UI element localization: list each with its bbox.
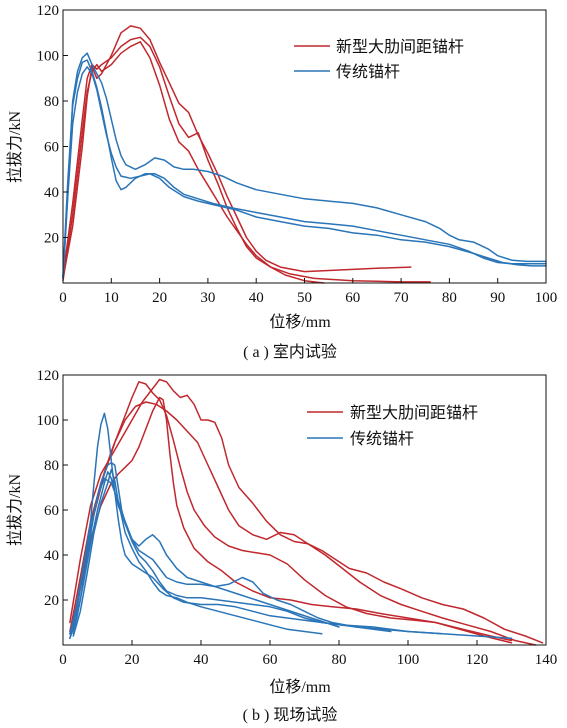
chart-a-ytick-label: 80 [44, 94, 59, 110]
chart-b-legend-label-new: 新型大肋间距锚杆 [350, 404, 478, 422]
chart-a: 0 10 20 30 40 50 60 70 80 90 100 20 40 60 80 100 120 新型大… [6, 3, 557, 361]
chart-b: 0 20 40 60 80 100 120 140 20 40 60 80 100 120 新型大肋间距锚… [6, 368, 557, 724]
chart-b-legend-label-traditional: 传统锚杆 [350, 430, 414, 448]
chart-b-ytick-label: 20 [44, 593, 59, 609]
chart-a-xtick-label: 50 [297, 290, 312, 306]
chart-b-series-new_type-3 [69, 396, 513, 642]
chart-a-xtick-label: 10 [104, 290, 119, 306]
chart-a-series-traditional-4 [62, 59, 547, 277]
chart-b-ytick-label: 100 [37, 413, 60, 429]
chart-b-series-traditional-7 [69, 471, 444, 640]
chart-b-ytick-label: 40 [44, 548, 59, 564]
chart-a-caption: ( a ) 室内试验 [243, 343, 337, 361]
chart-a-xtick-label: 20 [152, 290, 167, 306]
chart-a-xtick-label: 100 [535, 290, 558, 306]
chart-a-xtick-label: 40 [249, 290, 264, 306]
chart-a-xtick-label: 90 [490, 290, 505, 306]
chart-b-ytick-label: 80 [44, 458, 59, 474]
chart-b-legend: 新型大肋间距锚杆 传统锚杆 [307, 404, 478, 448]
chart-a-xtick-label: 60 [345, 290, 360, 306]
chart-a-xlabel: 位移/mm [269, 313, 331, 331]
chart-a-series-traditional-5 [62, 66, 547, 280]
chart-a-legend-label-traditional: 传统锚杆 [336, 63, 400, 81]
chart-a-series-traditional-3 [62, 52, 547, 280]
chart-a-ytick-label: 40 [44, 185, 59, 201]
chart-b-caption: ( b ) 现场试验 [243, 706, 338, 724]
chart-a-xtick-label: 0 [59, 290, 67, 306]
chart-b-xtick-label: 40 [194, 652, 209, 668]
chart-b-xtick-label: 20 [125, 652, 140, 668]
chart-b-xtick-label: 60 [263, 652, 278, 668]
chart-a-series-group [62, 25, 547, 284]
chart-b-series-new_type-1 [69, 378, 544, 644]
chart-b-series-group [69, 378, 544, 646]
chart-b-xtick-label: 80 [332, 652, 347, 668]
chart-a-series-new_type-2 [62, 41, 325, 284]
chart-b-series-traditional-8 [69, 477, 340, 635]
chart-a-xtick-label: 80 [442, 290, 457, 306]
chart-b-xlabel: 位移/mm [269, 678, 331, 696]
chart-a-ticks: 0 10 20 30 40 50 60 70 80 90 100 20 40 60 80 100 120 [37, 3, 558, 306]
chart-a-ylabel: 拉拔力/kN [6, 111, 24, 183]
chart-b-series-new_type-2 [72, 401, 537, 646]
chart-b-xtick-label: 120 [466, 652, 489, 668]
chart-a-xtick-label: 70 [394, 290, 409, 306]
chart-b-ytick-label: 120 [37, 368, 60, 384]
chart-a-ytick-label: 60 [44, 140, 59, 156]
chart-a-legend-label-new: 新型大肋间距锚杆 [336, 38, 464, 56]
chart-b-xtick-label: 140 [535, 652, 558, 668]
chart-b-series-traditional-6 [72, 468, 323, 637]
chart-b-xtick-label: 100 [397, 652, 420, 668]
chart-b-ytick-label: 60 [44, 503, 59, 519]
chart-b-ylabel: 拉拔力/kN [6, 474, 24, 546]
chart-a-legend: 新型大肋间距锚杆 传统锚杆 [294, 38, 464, 81]
chart-a-series-new_type-0 [62, 25, 412, 280]
chart-a-ytick-label: 120 [37, 3, 60, 19]
chart-a-ytick-label: 20 [44, 231, 59, 247]
chart-b-series-new_type-0 [69, 381, 513, 644]
chart-a-xtick-label: 30 [200, 290, 215, 306]
chart-b-ticks: 0 20 40 60 80 100 120 140 20 40 60 80 100 120 [37, 368, 558, 668]
chart-a-ytick-label: 100 [37, 49, 60, 65]
chart-b-series-traditional-5 [72, 462, 392, 635]
chart-b-xtick-label: 0 [59, 652, 67, 668]
